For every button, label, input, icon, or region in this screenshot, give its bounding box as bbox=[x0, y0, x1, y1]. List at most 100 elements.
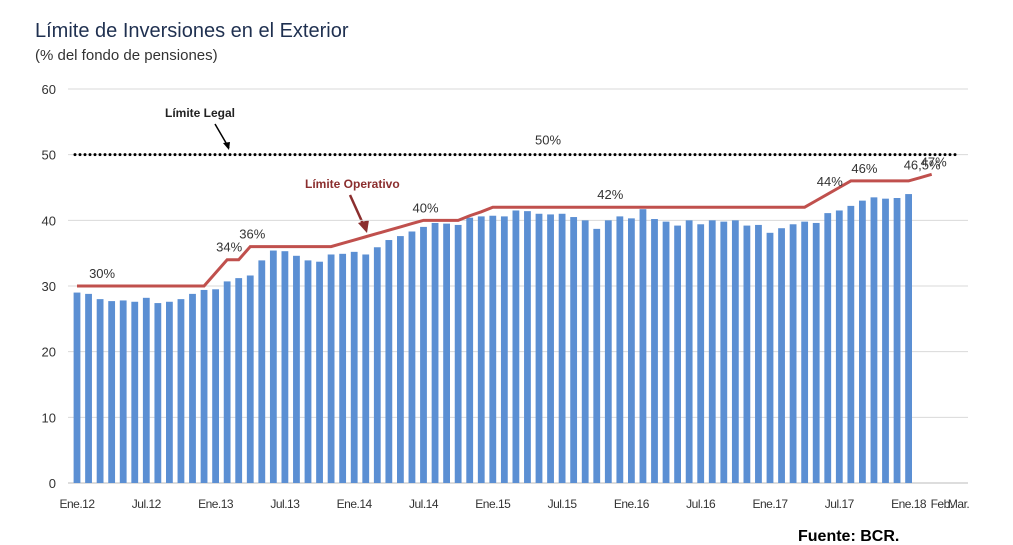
bar bbox=[189, 293, 196, 483]
bar bbox=[200, 289, 208, 483]
bar bbox=[85, 293, 92, 483]
bar bbox=[489, 215, 497, 483]
x-tick-label: Ene.15 bbox=[475, 497, 511, 511]
x-tick-label: Ene.14 bbox=[337, 497, 373, 511]
bar bbox=[720, 221, 728, 483]
bar bbox=[789, 224, 797, 484]
bar bbox=[882, 198, 889, 483]
bar bbox=[870, 197, 878, 483]
reference-label: 50% bbox=[535, 133, 561, 148]
bar bbox=[581, 220, 589, 484]
x-tick-label: Jul.14 bbox=[409, 497, 439, 511]
bar bbox=[616, 216, 624, 484]
annotation-arrowhead bbox=[223, 142, 230, 150]
bar bbox=[547, 214, 554, 483]
bar bbox=[339, 253, 347, 483]
bar bbox=[454, 224, 462, 483]
bar bbox=[166, 301, 173, 483]
bar bbox=[131, 301, 139, 483]
bar bbox=[397, 236, 404, 483]
bar bbox=[235, 278, 243, 483]
source-note: Fuente: BCR. bbox=[798, 528, 899, 545]
bar bbox=[293, 255, 300, 483]
x-tick-label: Ene.12 bbox=[59, 497, 95, 511]
line bbox=[77, 172, 933, 288]
bar bbox=[674, 225, 681, 483]
x-tick-label: Mar. bbox=[948, 497, 970, 511]
x-tick-label: Jul.17 bbox=[825, 497, 855, 511]
bar bbox=[524, 211, 531, 483]
bar bbox=[731, 220, 739, 484]
data-label: 42% bbox=[597, 187, 623, 202]
bar bbox=[535, 213, 543, 483]
chart-title: Límite de Inversiones en el Exterior bbox=[35, 20, 349, 42]
x-tick-label: Ene.16 bbox=[614, 497, 650, 511]
bar bbox=[258, 260, 266, 483]
bar bbox=[639, 209, 647, 484]
bar bbox=[651, 219, 658, 483]
bar bbox=[905, 194, 912, 484]
bar bbox=[420, 226, 427, 483]
x-tick-label: Ene.17 bbox=[752, 497, 788, 511]
bar bbox=[697, 224, 705, 484]
bar bbox=[154, 303, 162, 483]
bar bbox=[350, 251, 358, 483]
bar bbox=[512, 210, 520, 483]
bar bbox=[755, 224, 762, 483]
bar bbox=[281, 251, 289, 483]
bar bbox=[408, 231, 416, 483]
bar bbox=[246, 275, 254, 483]
bar bbox=[812, 222, 820, 483]
bar bbox=[893, 198, 901, 484]
bar bbox=[142, 297, 150, 483]
bar bbox=[766, 232, 774, 483]
bar bbox=[743, 225, 751, 483]
bar bbox=[327, 254, 335, 483]
y-tick-label: 30 bbox=[42, 279, 56, 294]
bar bbox=[373, 247, 381, 483]
bar bbox=[859, 200, 866, 483]
bar bbox=[316, 261, 323, 483]
data-label: 46% bbox=[851, 161, 877, 176]
x-tick-label: Jul.12 bbox=[132, 497, 162, 511]
bar bbox=[431, 222, 439, 483]
bar bbox=[304, 260, 312, 483]
bar bbox=[96, 299, 104, 483]
y-tick-label: 0 bbox=[49, 476, 56, 491]
bar bbox=[223, 281, 231, 483]
operating-limit-annotation: Límite Operativo bbox=[305, 177, 400, 191]
bar bbox=[570, 217, 578, 484]
x-tick-label: Ene.13 bbox=[198, 497, 234, 511]
data-label: 40% bbox=[412, 200, 438, 215]
x-tick-label: Feb. bbox=[931, 497, 953, 511]
bar bbox=[212, 289, 219, 483]
bar bbox=[443, 223, 450, 483]
bar bbox=[558, 213, 566, 483]
data-label: 36% bbox=[239, 227, 265, 242]
bar bbox=[835, 210, 843, 483]
y-tick-label: 60 bbox=[42, 82, 56, 97]
y-tick-label: 50 bbox=[42, 148, 56, 163]
bar bbox=[269, 250, 277, 483]
x-tick-label: Jul.16 bbox=[686, 497, 716, 511]
y-tick-label: 40 bbox=[42, 213, 56, 228]
bar bbox=[466, 217, 474, 483]
bar bbox=[177, 299, 185, 483]
bar bbox=[73, 292, 81, 483]
chart-subtitle: (% del fondo de pensiones) bbox=[35, 47, 218, 64]
bar bbox=[778, 228, 785, 483]
x-tick-label: Jul.13 bbox=[270, 497, 300, 511]
annotation-arrow bbox=[348, 194, 366, 227]
bar bbox=[593, 228, 601, 483]
data-label: 44% bbox=[817, 174, 843, 189]
bar bbox=[119, 300, 127, 483]
bar bbox=[824, 213, 832, 484]
bar bbox=[385, 240, 393, 483]
bar bbox=[108, 301, 116, 483]
bar bbox=[847, 205, 855, 484]
bar bbox=[500, 216, 508, 484]
data-label: 30% bbox=[89, 266, 115, 281]
legal-limit-annotation: Límite Legal bbox=[165, 106, 235, 120]
data-label: 47% bbox=[921, 154, 947, 169]
